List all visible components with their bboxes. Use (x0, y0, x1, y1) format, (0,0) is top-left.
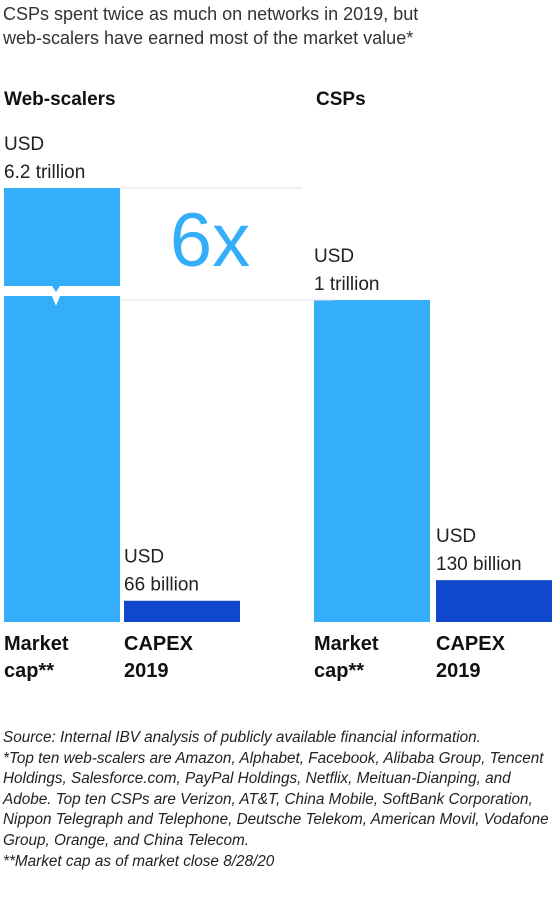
value-label-web-scalers-capex-unit: USD (124, 547, 164, 568)
value-label-web-scalers-market-cap: 6.2 trillion (4, 162, 85, 183)
axis-break-marker (0, 286, 124, 306)
value-label-csps-market-cap: 1 trillion (314, 274, 379, 295)
category-label-web-scalers-market-cap-line-1: Market (4, 633, 69, 655)
bar-csps-capex (436, 580, 552, 622)
value-label-csps-capex: 130 billion (436, 554, 522, 575)
chart-title-line-2: web-scalers have earned most of the mark… (3, 28, 414, 48)
category-label-csps-market-cap-line-1: Market (314, 633, 379, 655)
chart-title: CSPs spent twice as much on networks in … (3, 2, 548, 50)
category-label-web-scalers-capex-line-1: CAPEX (124, 633, 194, 655)
multiplier-annotation: 6x (170, 198, 250, 283)
category-label-csps-capex-line-1: CAPEX (436, 633, 506, 655)
footnote-companies: *Top ten web-scalers are Amazon, Alphabe… (3, 749, 549, 849)
value-label-csps-market-cap-unit: USD (314, 246, 354, 267)
category-label-csps-market-cap-line-2: cap** (314, 660, 364, 682)
value-label-web-scalers-capex: 66 billion (124, 575, 199, 596)
group-title-csps: CSPs (316, 89, 366, 110)
bar-web-scalers-market-cap (4, 188, 120, 622)
category-label-web-scalers-market-cap-line-2: cap** (4, 660, 54, 682)
bar-web-scalers-capex (124, 600, 240, 622)
footnote-source: Source: Internal IBV analysis of publicl… (3, 729, 481, 746)
category-label-csps-capex-line-2: 2019 (436, 660, 481, 682)
footnotes: Source: Internal IBV analysis of publicl… (3, 728, 551, 872)
group-title-web-scalers: Web-scalers (4, 89, 116, 110)
value-label-csps-capex-unit: USD (436, 526, 476, 547)
footnote-market-cap: **Market cap as of market close 8/28/20 (3, 852, 275, 870)
bar-csps-market-cap (314, 300, 430, 622)
bar-chart: USD 6.2 trillion Market cap** USD 66 billion C… (0, 134, 552, 682)
category-label-web-scalers-capex-line-2: 2019 (124, 660, 169, 682)
value-label-web-scalers-market-cap-unit: USD (4, 134, 44, 155)
chart-title-line-1: CSPs spent twice as much on networks in … (3, 4, 419, 24)
